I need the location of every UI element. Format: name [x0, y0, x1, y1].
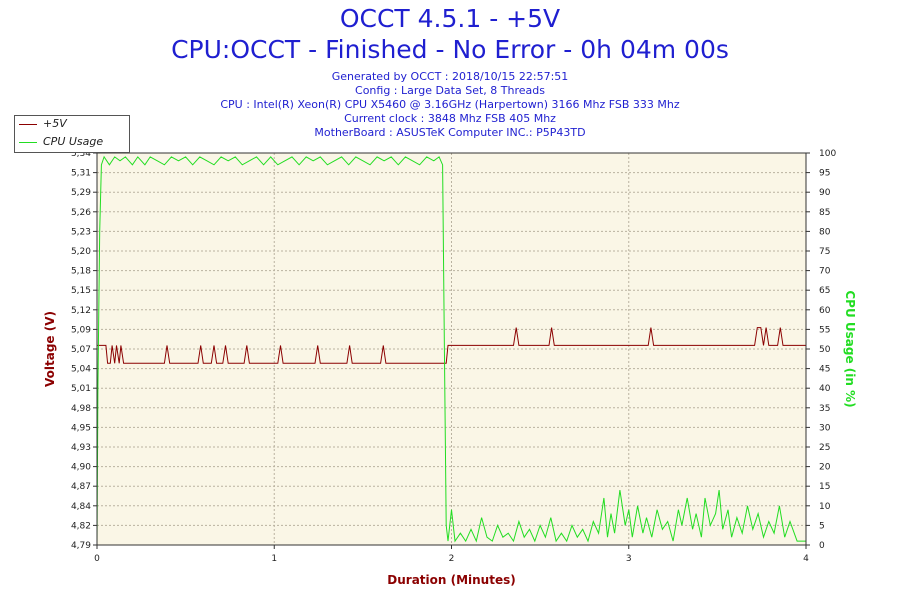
y-left-tick-label: 5,18 — [71, 267, 91, 277]
y-left-tick-label: 5,20 — [71, 247, 91, 257]
y-right-tick-label: 55 — [819, 325, 830, 335]
y-right-tick-label: 65 — [819, 286, 830, 296]
info-generated: Generated by OCCT : 2018/10/15 22:57:51 — [331, 70, 569, 83]
y-left-tick-label: 5,07 — [71, 345, 91, 355]
y-right-tick-label: 75 — [819, 247, 830, 257]
y-right-tick-label: 40 — [819, 384, 831, 394]
info-clock: Current clock : 3848 Mhz FSB 405 Mhz — [344, 112, 556, 125]
info-config: Config : Large Data Set, 8 Threads — [355, 84, 545, 97]
y-right-tick-label: 85 — [819, 208, 830, 218]
y-right-tick-label: 10 — [819, 502, 831, 512]
y-left-tick-label: 5,23 — [71, 227, 91, 237]
y-left-tick-label: 5,09 — [71, 325, 91, 335]
x-tick-label: 1 — [271, 554, 277, 564]
y-right-tick-label: 45 — [819, 365, 830, 375]
y-left-tick-label: 4,79 — [71, 541, 91, 551]
y-left-tick-label: 5,31 — [71, 169, 91, 179]
y-right-tick-label: 20 — [819, 463, 831, 473]
series-line-cpu — [96, 155, 806, 546]
y-right-tick-label: 25 — [819, 443, 830, 453]
y-right-tick-label: 100 — [819, 149, 836, 159]
x-tick-label: 2 — [449, 554, 455, 564]
x-tick-label: 4 — [803, 554, 809, 564]
y-right-tick-label: 80 — [819, 227, 831, 237]
y-right-tick-label: 60 — [819, 306, 831, 316]
y-right-tick-label: 35 — [819, 404, 830, 414]
y-left-tick-label: 4,87 — [71, 482, 91, 492]
y-left-tick-label: 4,98 — [71, 404, 91, 414]
x-axis-label: Duration (Minutes) — [387, 573, 515, 587]
info-motherboard: MotherBoard : ASUSTeK Computer INC.: P5P… — [314, 126, 586, 139]
y-right-tick-label: 50 — [819, 345, 831, 355]
y-left-tick-label: 5,26 — [71, 208, 91, 218]
y-right-axis-label: CPU Usage (in %) — [843, 290, 857, 407]
y-left-tick-label: 4,90 — [71, 463, 91, 473]
chart-subtitle: CPU:OCCT - Finished - No Error - 0h 04m … — [171, 35, 729, 64]
chart-title: OCCT 4.5.1 - +5V — [339, 4, 561, 33]
legend-swatch-voltage — [19, 124, 37, 125]
y-left-tick-label: 5,01 — [71, 384, 91, 394]
y-left-tick-label: 5,34 — [71, 149, 91, 159]
legend: +5V CPU Usage — [14, 115, 130, 153]
y-left-tick-label: 4,84 — [71, 502, 91, 512]
y-left-tick-label: 4,95 — [71, 423, 91, 433]
y-left-tick-label: 5,15 — [71, 286, 91, 296]
y-right-tick-label: 90 — [819, 188, 831, 198]
x-tick-label: 0 — [94, 554, 100, 564]
y-right-tick-label: 30 — [819, 423, 831, 433]
legend-label-voltage: +5V — [43, 117, 67, 130]
y-left-tick-label: 5,29 — [71, 188, 91, 198]
series-line-voltage — [97, 327, 806, 364]
y-left-tick-label: 5,04 — [71, 365, 91, 375]
x-tick-label: 3 — [626, 554, 632, 564]
y-left-tick-label: 5,12 — [71, 306, 91, 316]
info-cpu: CPU : Intel(R) Xeon(R) CPU X5460 @ 3.16G… — [220, 98, 680, 111]
legend-label-cpu: CPU Usage — [43, 135, 104, 148]
y-right-tick-label: 0 — [819, 541, 825, 551]
legend-swatch-cpu — [19, 142, 37, 143]
y-right-tick-label: 95 — [819, 169, 830, 179]
y-left-tick-label: 4,82 — [71, 521, 91, 531]
y-right-tick-label: 15 — [819, 482, 830, 492]
y-right-tick-label: 70 — [819, 267, 831, 277]
y-right-tick-label: 5 — [819, 521, 825, 531]
y-left-tick-label: 4,93 — [71, 443, 91, 453]
y-left-axis-label: Voltage (V) — [43, 311, 57, 387]
